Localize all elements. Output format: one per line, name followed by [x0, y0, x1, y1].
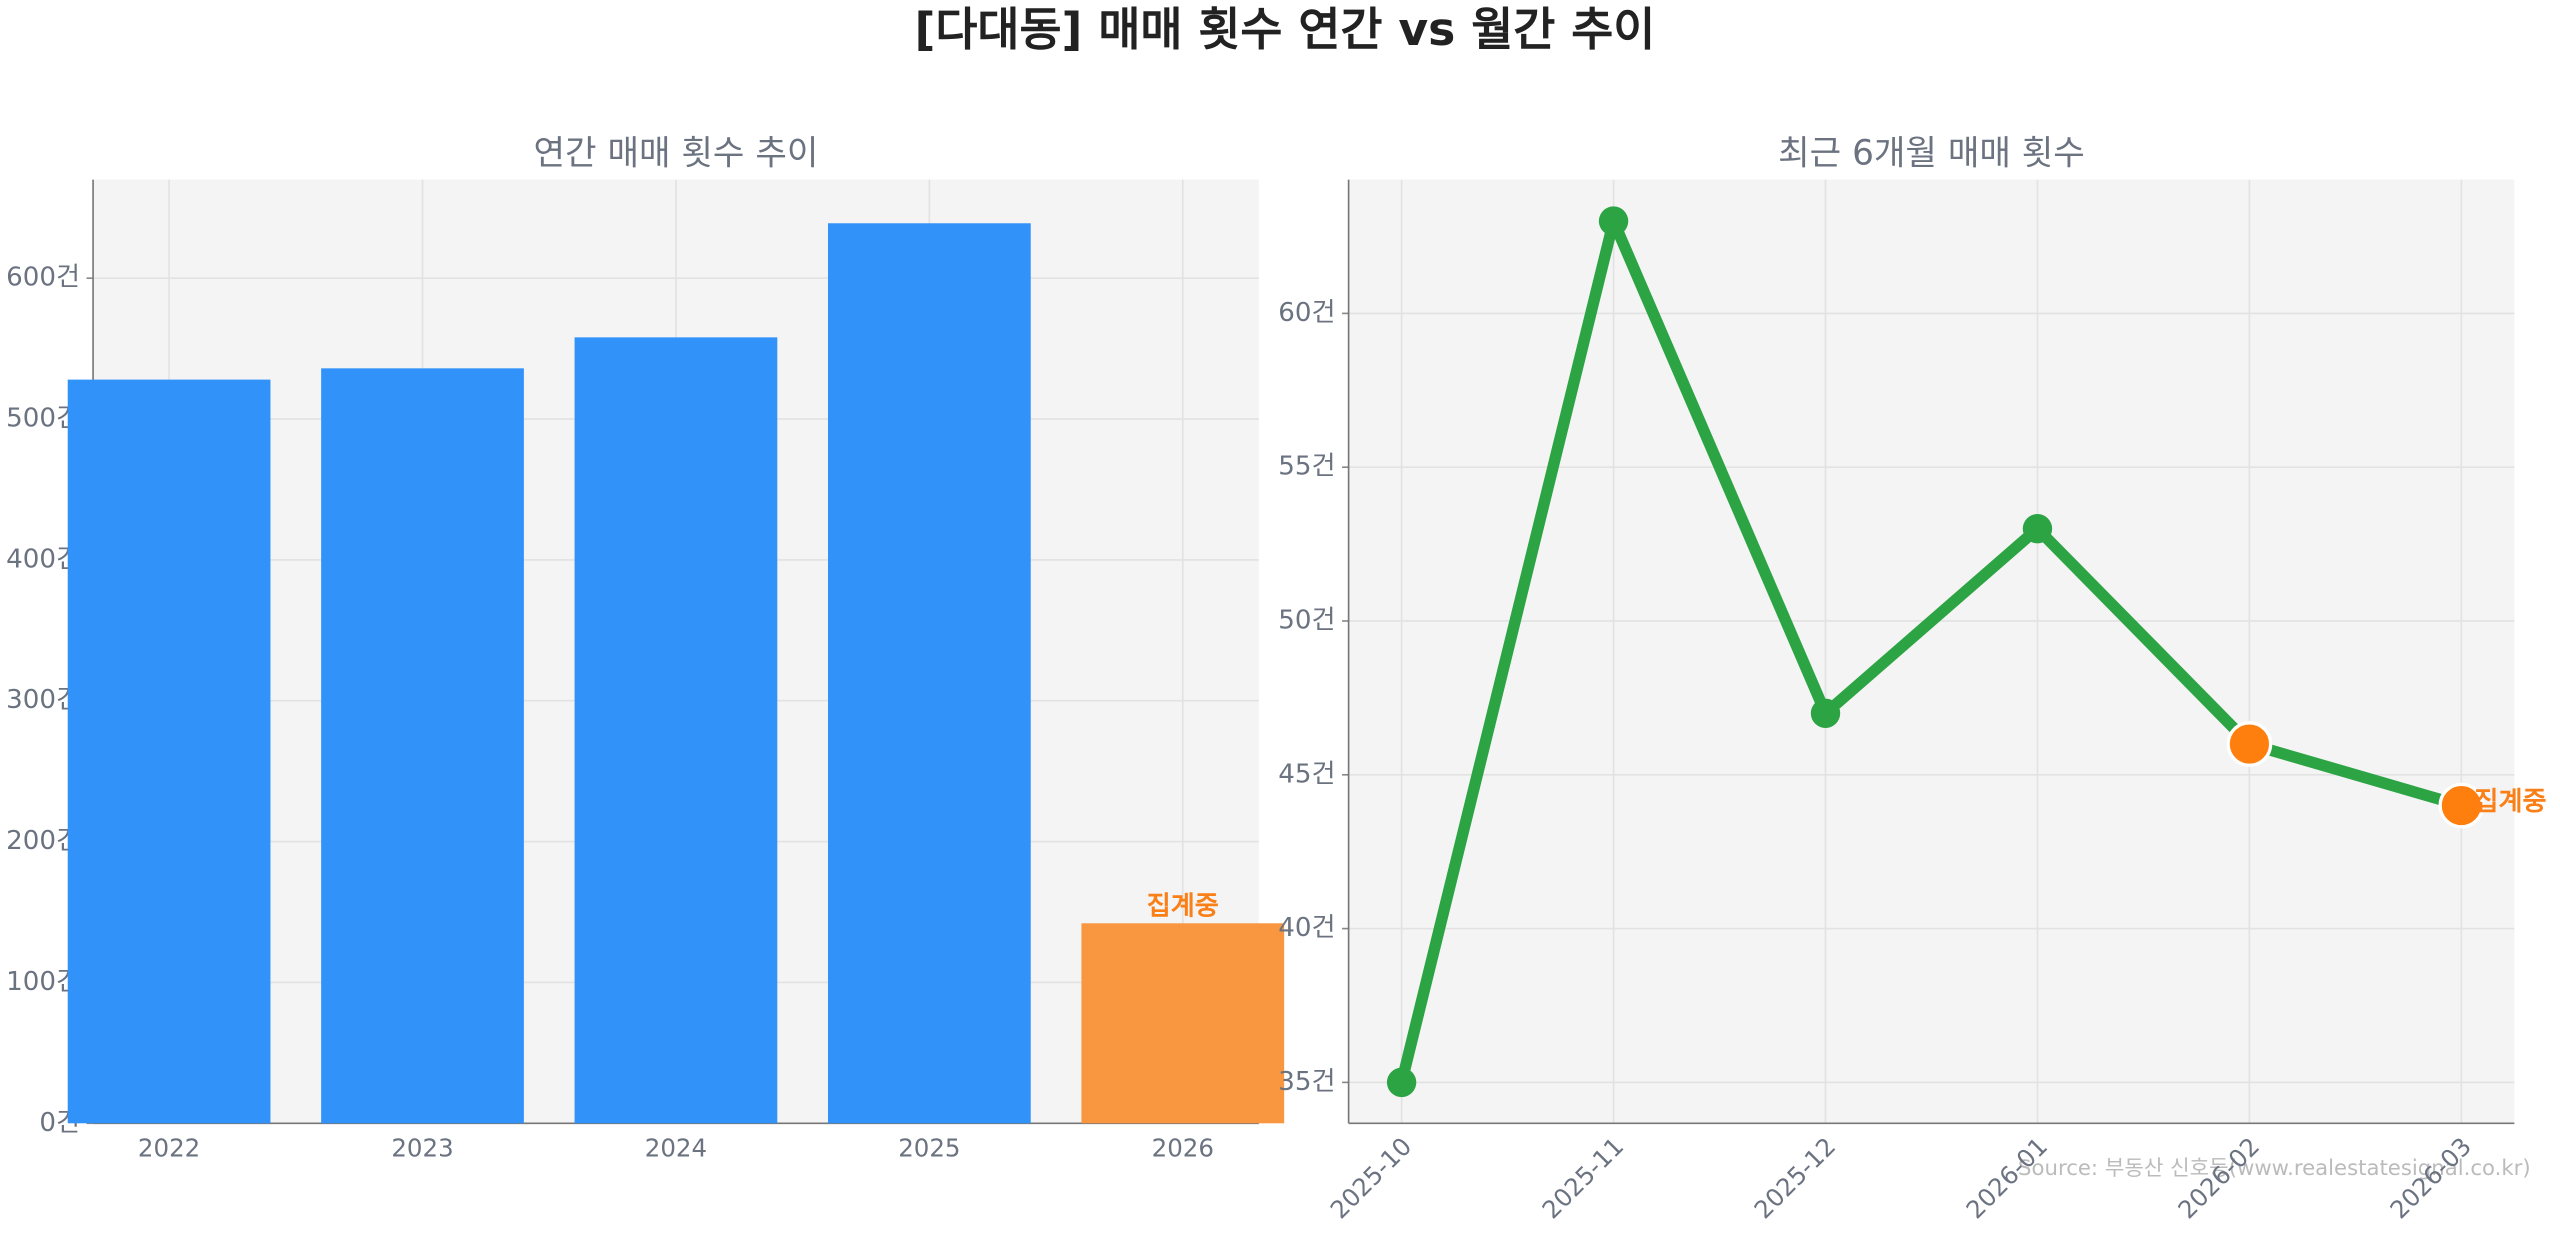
panel: 최근 6개월 매매 횟수 35건 40건 45건 50건 55건 60건 2025-10 202… [1278, 134, 2546, 1225]
y-tick-label: 55건 [1278, 452, 1335, 482]
bar [574, 337, 778, 1124]
bar [1081, 923, 1285, 1124]
bar [827, 223, 1031, 1124]
y-tick-label: 45건 [1278, 759, 1335, 789]
chart-root: [다대동] 매매 횟수 연간 vs 월간 추이 Source: 부동산 신호등(… [6, 3, 2546, 1224]
x-tick-label: 2025-12 [1748, 1132, 1841, 1225]
bar [67, 379, 271, 1124]
y-tick-label: 35건 [1278, 1067, 1335, 1097]
y-tick-label: 300건 [6, 685, 80, 715]
y-tick-label: 600건 [6, 263, 80, 293]
marker [1386, 1067, 1417, 1098]
y-tick-label: 100건 [6, 967, 80, 997]
x-tick-label: 2026 [1152, 1133, 1214, 1162]
y-tick-label: 40건 [1278, 913, 1335, 943]
x-tick-label: 2025-11 [1536, 1132, 1629, 1225]
x-tick-label: 2023 [391, 1133, 453, 1162]
y-tick-label: 200건 [6, 826, 80, 856]
y-tick-label: 50건 [1278, 605, 1335, 635]
y-tick-label: 400건 [6, 544, 80, 574]
marker [2226, 721, 2273, 767]
bar [321, 368, 524, 1124]
x-tick-label: 2024 [645, 1133, 707, 1162]
source: Source: 부동산 신호등(www.realestatesignal.co.… [2018, 1156, 2531, 1181]
marker [2022, 514, 2053, 544]
y-tick-label: 500건 [6, 404, 80, 434]
x-tick-label: 2025-10 [1324, 1132, 1417, 1225]
marker [1810, 698, 1841, 728]
line [1396, 215, 2463, 1084]
suptitle: [다대동] 매매 횟수 연간 vs 월간 추이 [915, 3, 1656, 56]
annotation: 집계중 [1147, 891, 1219, 921]
plot-area [1348, 179, 2515, 1124]
chart-title: 최근 6개월 매매 횟수 [1778, 134, 2085, 174]
marker [2438, 782, 2485, 829]
chart-title: 연간 매매 횟수 추이 [534, 134, 819, 174]
panel: 연간 매매 횟수 추이0건100건200건300건400건500건600건202… [6, 134, 1285, 1162]
x-tick-label: 2025 [898, 1133, 960, 1162]
y-tick-label: 60건 [1278, 298, 1335, 328]
marker [1598, 206, 1629, 236]
annotation: 집계중 [2474, 787, 2546, 817]
x-tick-label: 2022 [138, 1133, 200, 1162]
